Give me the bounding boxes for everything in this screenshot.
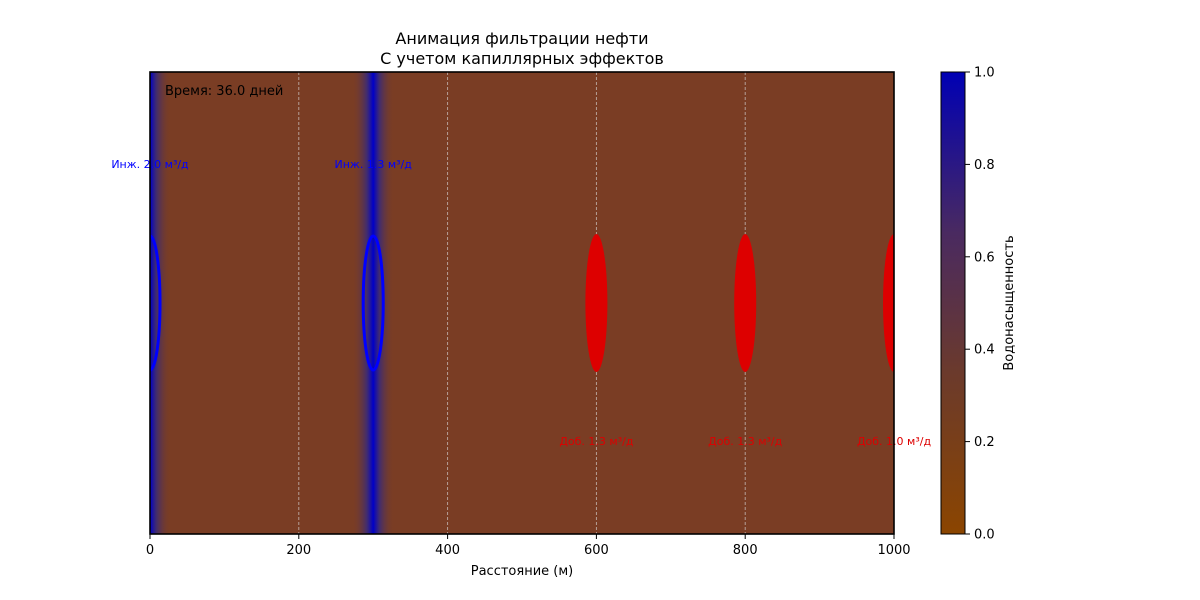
colorbar-label: Водонасыщенность: [1002, 235, 1017, 370]
saturation-front: [352, 72, 395, 534]
chart-subtitle: С учетом капиллярных эффектов: [380, 49, 664, 68]
colorbar-tick-label: 0.4: [974, 343, 995, 358]
colorbar-tick-label: 1.0: [974, 66, 995, 81]
plot-frame: [149, 71, 895, 535]
colorbar: 0.0 0.2 0.4 0.6 0.8 1.0 Водонасыщенность: [940, 66, 1017, 543]
saturation-fronts: [150, 72, 395, 534]
time-label: Время: 36.0 дней: [165, 84, 283, 99]
colorbar-tick-label: 0.2: [974, 435, 995, 450]
chart-title: Анимация фильтрации нефти: [395, 29, 648, 48]
injector-well-marker: [361, 234, 385, 372]
colorbar-tick-label: 0.8: [974, 158, 995, 173]
colorbar-tick-label: 0.6: [974, 250, 995, 265]
x-axis: 0 200 400 600 800 1000: [146, 534, 911, 558]
x-tick-label: 600: [584, 543, 609, 558]
colorbar-tick-label: 0.0: [974, 528, 995, 543]
producer-well-label: Доб. 1.3 м³/д: [559, 435, 634, 448]
x-tick-label: 1000: [877, 543, 910, 558]
producer-well-label: Доб. 1.3 м³/д: [708, 435, 783, 448]
injector-well-label: Инж. 1.3 м³/д: [335, 158, 413, 171]
x-tick-label: 400: [435, 543, 460, 558]
gridlines: [298, 72, 746, 534]
producer-well-marker: [734, 234, 757, 372]
colorbar-gradient: [940, 71, 966, 535]
producer-well-marker: [585, 234, 608, 372]
x-tick-label: 0: [146, 543, 154, 558]
x-tick-label: 800: [733, 543, 758, 558]
plot-background: [150, 72, 894, 534]
x-tick-label: 200: [286, 543, 311, 558]
injector-well-marker: [150, 234, 162, 372]
x-axis-label: Расстояние (м): [471, 564, 573, 579]
producer-well-marker: [883, 234, 894, 372]
colorbar-ticks: 0.0 0.2 0.4 0.6 0.8 1.0: [965, 66, 995, 543]
